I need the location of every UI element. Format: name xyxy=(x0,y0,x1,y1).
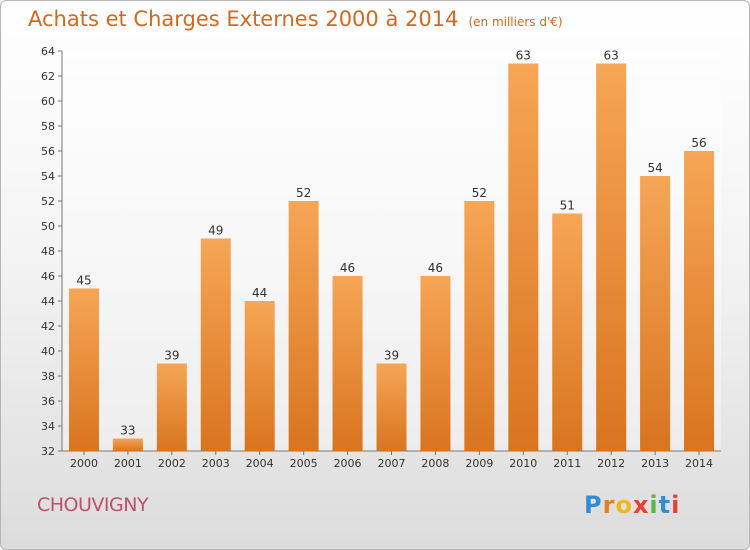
x-tick-label: 2006 xyxy=(334,457,362,470)
x-tick-label: 2007 xyxy=(378,457,406,470)
data-label: 46 xyxy=(428,261,443,275)
y-tick-label: 60 xyxy=(41,95,55,108)
y-tick-label: 42 xyxy=(41,320,55,333)
bar xyxy=(552,213,583,451)
labels-group: 45 33 39 49 44 52 46 39 46 52 63 51 63 54 56 xyxy=(76,49,706,438)
x-tick-label: 2009 xyxy=(465,457,493,470)
bar xyxy=(684,151,715,451)
chart-subtitle: (en milliers d'€) xyxy=(468,15,563,29)
y-tick-label: 40 xyxy=(41,345,55,358)
bar xyxy=(68,288,99,451)
x-tick-label: 2014 xyxy=(685,457,713,470)
x-tick-label: 2004 xyxy=(246,457,274,470)
bar xyxy=(112,438,143,451)
y-tick-label: 50 xyxy=(41,220,55,233)
data-label: 52 xyxy=(472,186,487,200)
chart-title: Achats et Charges Externes 2000 à 2014 (e… xyxy=(28,7,563,31)
bars-group xyxy=(68,63,715,451)
data-label: 33 xyxy=(120,424,135,438)
y-tick-label: 48 xyxy=(41,245,55,258)
data-label: 45 xyxy=(76,274,91,288)
data-label: 39 xyxy=(164,349,179,363)
proxiti-logo: Proxiti xyxy=(584,491,680,519)
bar xyxy=(508,63,539,451)
data-label: 63 xyxy=(516,49,531,63)
y-tick-label: 54 xyxy=(41,170,55,183)
bar xyxy=(420,276,451,451)
y-tick-label: 52 xyxy=(41,195,55,208)
logo-letter: x xyxy=(632,491,650,519)
bar xyxy=(464,201,495,451)
x-tick-label: 2003 xyxy=(202,457,230,470)
y-tick-label: 34 xyxy=(41,420,55,433)
y-tick-label: 62 xyxy=(41,70,55,83)
bar xyxy=(596,63,627,451)
data-label: 46 xyxy=(340,261,355,275)
y-tick-label: 56 xyxy=(41,145,55,158)
bar xyxy=(156,363,187,451)
chart-title-text: Achats et Charges Externes 2000 à 2014 xyxy=(28,7,459,31)
bar xyxy=(244,301,275,451)
bar xyxy=(376,363,407,451)
y-tick-label: 44 xyxy=(41,295,55,308)
x-tick-label: 2011 xyxy=(553,457,581,470)
logo-letter: r xyxy=(602,491,616,519)
data-label: 51 xyxy=(560,199,575,213)
logo-letter: o xyxy=(615,491,633,519)
bar xyxy=(200,238,231,451)
x-tick-label: 2010 xyxy=(509,457,537,470)
y-tick-label: 36 xyxy=(41,395,55,408)
data-label: 63 xyxy=(604,49,619,63)
y-tick-label: 32 xyxy=(41,445,55,458)
x-tick-label: 2008 xyxy=(421,457,449,470)
x-tick-label: 2012 xyxy=(597,457,625,470)
bar xyxy=(332,276,363,451)
data-label: 39 xyxy=(384,349,399,363)
y-tick-label: 46 xyxy=(41,270,55,283)
y-tick-label: 38 xyxy=(41,370,55,383)
logo-letter: i xyxy=(671,491,681,519)
logo-letter: P xyxy=(584,491,603,519)
x-tick-label: 2000 xyxy=(70,457,98,470)
x-tick-label: 2001 xyxy=(114,457,142,470)
logo-letter: t xyxy=(658,491,672,519)
data-label: 49 xyxy=(208,224,223,238)
bar xyxy=(640,176,671,451)
data-label: 56 xyxy=(691,136,706,150)
y-tick-label: 64 xyxy=(41,45,55,58)
x-tick-label: 2005 xyxy=(290,457,318,470)
x-tick-label: 2013 xyxy=(641,457,669,470)
logo-letter: i xyxy=(649,491,659,519)
bar xyxy=(288,201,319,451)
data-label: 54 xyxy=(647,161,662,175)
data-label: 52 xyxy=(296,186,311,200)
x-tick-label: 2002 xyxy=(158,457,186,470)
data-label: 44 xyxy=(252,286,267,300)
commune-name: CHOUVIGNY xyxy=(37,494,149,516)
y-tick-label: 58 xyxy=(41,120,55,133)
